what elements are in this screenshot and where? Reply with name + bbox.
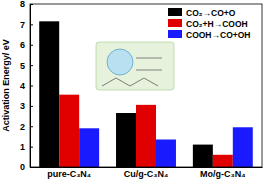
legend-label: COOH→CO+OH xyxy=(186,30,250,40)
legend-item: CO₂→CO+O xyxy=(168,8,236,18)
y-tick: 7 xyxy=(20,20,33,30)
bar xyxy=(116,113,136,167)
bars xyxy=(39,21,253,167)
legend-label: CO₂+H→COOH xyxy=(186,19,248,29)
bar xyxy=(59,95,79,167)
y-tick-label: 4 xyxy=(20,81,25,91)
x-tick: pure-C₃N₄ xyxy=(47,167,91,179)
y-tick-label: 8 xyxy=(20,0,25,9)
y-tick: 8 xyxy=(20,0,33,9)
y-tick-mark xyxy=(30,24,33,25)
y-tick: 1 xyxy=(20,142,33,152)
y-tick-mark xyxy=(30,147,33,148)
x-tick: Mo/g-C₃N₄ xyxy=(200,167,245,179)
y-tick-label: 2 xyxy=(20,122,25,132)
y-tick-mark xyxy=(30,4,33,5)
x-tick-label: Cu/g-C₃N₄ xyxy=(124,169,168,179)
y-tick-label: 6 xyxy=(20,40,25,50)
x-axis-line xyxy=(31,167,263,168)
inset-particle xyxy=(107,49,133,75)
inset-diagram xyxy=(96,42,174,90)
y-tick-mark xyxy=(30,45,33,46)
bar xyxy=(156,139,176,167)
legend-swatch xyxy=(168,19,182,27)
y-tick: 2 xyxy=(20,122,33,132)
y-tick-mark xyxy=(30,106,33,107)
y-tick-label: 0 xyxy=(20,162,25,172)
bar xyxy=(39,21,59,167)
y-tick: 5 xyxy=(20,61,33,71)
bar xyxy=(136,105,156,167)
bar xyxy=(193,145,213,167)
y-tick: 3 xyxy=(20,101,33,111)
inset-sheet xyxy=(102,78,158,86)
y-axis: 0 1 2 3 4 5 6 7 8 xyxy=(20,0,33,172)
legend-item: COOH→CO+OH xyxy=(168,30,250,40)
y-tick-label: 3 xyxy=(20,101,25,111)
plot-frame xyxy=(30,4,262,167)
y-tick-mark xyxy=(30,65,33,66)
x-tick-label: Mo/g-C₃N₄ xyxy=(200,169,245,179)
x-tick-label: pure-C₃N₄ xyxy=(47,169,91,179)
y-tick: 6 xyxy=(20,40,33,50)
y-tick: 4 xyxy=(20,81,33,91)
legend-label: CO₂→CO+O xyxy=(186,8,236,18)
legend-swatch xyxy=(168,8,182,16)
bar xyxy=(79,128,99,167)
chart: 0 1 2 3 4 5 6 7 8 pure-C₃N₄ Cu/g-C₃N₄ Mo/g-C₃N₄ CO₂→… xyxy=(0,0,266,189)
bar xyxy=(213,155,233,167)
legend-swatch xyxy=(168,30,182,38)
y-tick-mark xyxy=(30,86,33,87)
y-tick-label: 1 xyxy=(20,142,25,152)
x-tick: Cu/g-C₃N₄ xyxy=(124,167,168,179)
inset-arrow xyxy=(136,70,162,71)
y-tick-label: 7 xyxy=(20,20,25,30)
legend-item: CO₂+H→COOH xyxy=(168,19,248,29)
inset-frame xyxy=(96,42,174,90)
inset-arrow xyxy=(136,58,162,59)
bar xyxy=(233,127,253,167)
legend: CO₂→CO+OCO₂+H→COOHCOOH→CO+OH xyxy=(168,8,250,40)
plot: 0 1 2 3 4 5 6 7 8 pure-C₃N₄ Cu/g-C₃N₄ Mo/g-C₃N₄ CO₂→… xyxy=(20,0,263,179)
y-tick-label: 5 xyxy=(20,61,25,71)
y-axis-title: Activation Energy/ eV xyxy=(1,39,11,132)
x-axis: pure-C₃N₄ Cu/g-C₃N₄ Mo/g-C₃N₄ xyxy=(31,167,263,179)
y-tick-mark xyxy=(30,126,33,127)
